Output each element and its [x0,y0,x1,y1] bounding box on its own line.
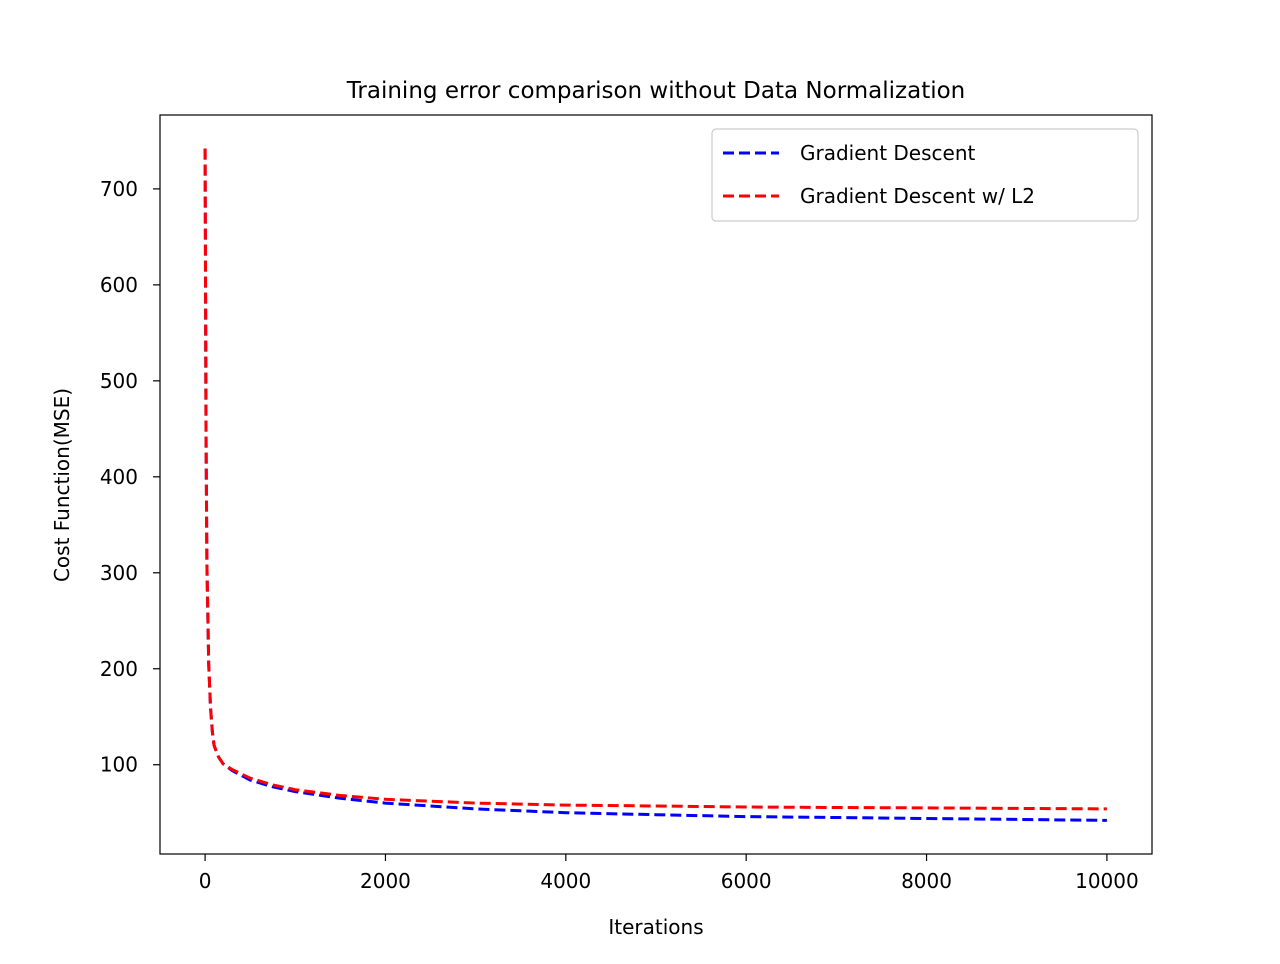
y-tick-label: 700 [100,177,138,201]
series-line-2 [203,148,1107,811]
x-axis-label: Iterations [608,915,703,939]
legend-label-2: Gradient Descent w/ L2 [800,184,1035,208]
x-tick-label: 10000 [1075,869,1139,893]
y-tick-label: 300 [100,561,138,585]
x-tick-label: 2000 [360,869,411,893]
y-tick-label: 400 [100,465,138,489]
y-tick-label: 100 [100,753,138,777]
x-tick-label: 6000 [721,869,772,893]
y-tick-label: 500 [100,369,138,393]
x-tick-label: 4000 [540,869,591,893]
plot-area-frame [159,114,1153,855]
legend: Gradient Descent Gradient Descent w/ L2 [711,128,1139,222]
x-tick-label: 0 [199,869,212,893]
series-line-1 [203,148,1107,822]
y-tick-label: 600 [100,273,138,297]
legend-label-1: Gradient Descent [800,141,976,165]
x-axis-ticks: 0 2000 4000 6000 8000 10000 [199,854,1139,893]
chart-title: Training error comparison without Data N… [346,78,966,104]
y-axis-label: Cost Function(MSE) [50,388,74,582]
y-tick-label: 200 [100,657,138,681]
y-axis-ticks: 100 200 300 400 500 600 700 [100,177,160,777]
legend-box [711,128,1139,222]
x-tick-label: 8000 [901,869,952,893]
series-layer [203,148,1107,822]
